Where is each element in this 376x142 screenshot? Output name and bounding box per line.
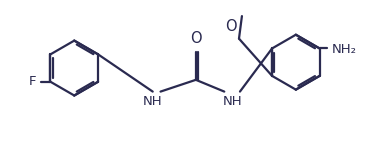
Text: O: O <box>190 32 202 46</box>
Text: F: F <box>28 75 36 88</box>
Text: O: O <box>225 19 237 34</box>
Text: NH: NH <box>143 95 162 107</box>
Text: NH: NH <box>222 95 242 107</box>
Text: NH₂: NH₂ <box>331 43 356 56</box>
